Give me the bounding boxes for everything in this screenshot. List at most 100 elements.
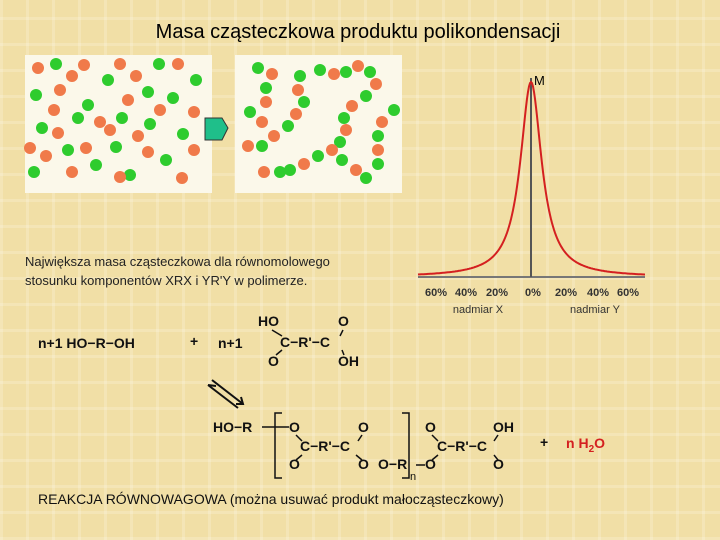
molecule	[130, 70, 142, 82]
molecule	[48, 104, 60, 116]
molecule	[82, 99, 94, 111]
molecule	[122, 94, 134, 106]
title: Masa cząsteczkowa produktu polikondensac…	[156, 21, 561, 43]
curve	[417, 80, 645, 276]
molecule	[260, 82, 272, 94]
molecule	[242, 140, 254, 152]
bonds	[271, 329, 345, 356]
molecule	[372, 158, 384, 170]
molecule	[290, 108, 302, 120]
molecule	[256, 116, 268, 128]
coefficient: n+1	[218, 335, 243, 351]
molecule	[340, 124, 352, 136]
molecule	[372, 130, 384, 142]
molecule	[32, 62, 44, 74]
molecule	[188, 106, 200, 118]
tick: 20%	[555, 287, 577, 299]
atom: O	[358, 456, 369, 472]
molecule	[376, 116, 388, 128]
water-part: 2	[589, 444, 595, 455]
atom: O	[425, 419, 436, 435]
atom: O	[289, 419, 300, 435]
molecule	[188, 144, 200, 156]
tick: 20%	[486, 287, 508, 299]
molecule	[132, 130, 144, 142]
water-part: n H	[566, 435, 589, 451]
atom: HO	[258, 313, 279, 329]
molecule	[80, 142, 92, 154]
tick: 0%	[525, 287, 541, 299]
molecule	[252, 62, 264, 74]
subscript-n: n	[410, 471, 416, 483]
molecule	[54, 84, 66, 96]
molecule	[66, 166, 78, 178]
reactant: n+1 HO−R−OH	[38, 335, 135, 351]
molecule	[346, 100, 358, 112]
molecule	[142, 86, 154, 98]
molecule	[104, 124, 116, 136]
molecule	[116, 112, 128, 124]
molecule	[388, 104, 400, 116]
description: stosunku komponentów XRX i YR'Y w polime…	[25, 273, 307, 288]
tick: 40%	[455, 287, 477, 299]
molecule	[114, 58, 126, 70]
molecule	[360, 172, 372, 184]
molecule	[338, 112, 350, 124]
molecule	[266, 68, 278, 80]
molecule	[298, 96, 310, 108]
molecule	[30, 89, 42, 101]
molecule	[284, 164, 296, 176]
molecule	[36, 122, 48, 134]
dots	[24, 58, 400, 184]
molecule	[52, 127, 64, 139]
peak-label: M	[534, 73, 545, 88]
atom: OH	[493, 419, 514, 435]
molecule	[364, 66, 376, 78]
molecule	[66, 70, 78, 82]
molecule	[328, 68, 340, 80]
molecule	[142, 146, 154, 158]
atom: O	[493, 456, 504, 472]
arrow	[204, 117, 229, 141]
molecule	[268, 130, 280, 142]
molecule	[274, 166, 286, 178]
molecule	[260, 96, 272, 108]
molecule	[110, 141, 122, 153]
atom: O	[425, 456, 436, 472]
description: Największa masa cząsteczkowa dla równomo…	[25, 254, 330, 269]
molecule	[352, 60, 364, 72]
bracket	[262, 412, 499, 479]
plus: +	[190, 333, 198, 349]
molecule	[176, 172, 188, 184]
footer: REAKCJA RÓWNOWAGOWA (można usuwać produk…	[38, 491, 504, 507]
molecule	[314, 64, 326, 76]
atom: OH	[338, 353, 359, 369]
molecule	[190, 74, 202, 86]
equilibrium-arrow	[207, 379, 245, 409]
molecule	[102, 74, 114, 86]
molecule	[160, 154, 172, 166]
tick: 60%	[617, 287, 639, 299]
molecule	[326, 144, 338, 156]
water: n H2O	[566, 435, 605, 455]
molecule	[90, 159, 102, 171]
molecule	[153, 58, 165, 70]
molecule	[40, 150, 52, 162]
molecule	[336, 154, 348, 166]
atom: O	[338, 313, 349, 329]
tick: 40%	[587, 287, 609, 299]
molecule	[334, 136, 346, 148]
molecule	[172, 58, 184, 70]
molecule	[360, 90, 372, 102]
molecule	[50, 58, 62, 70]
molecule	[340, 66, 352, 78]
molecule	[350, 164, 362, 176]
molecule	[298, 158, 310, 170]
water-part: O	[594, 435, 605, 451]
molecule	[258, 166, 270, 178]
molecule	[167, 92, 179, 104]
atom: C−R'−C	[437, 438, 487, 454]
molecule	[370, 78, 382, 90]
